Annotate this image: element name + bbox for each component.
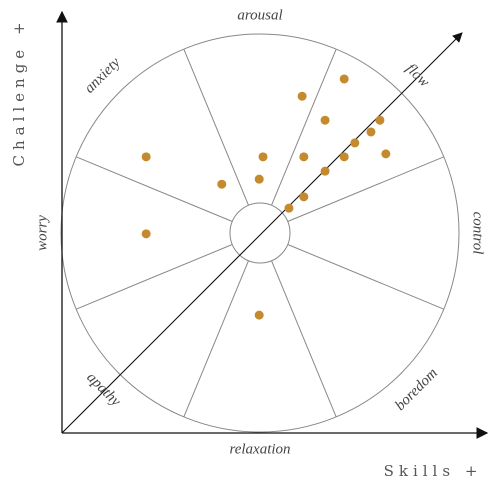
point xyxy=(217,179,227,189)
sector-label: apathy xyxy=(83,369,123,409)
sector-divider xyxy=(287,156,445,222)
inner-circle xyxy=(229,202,291,264)
sector-label: relaxation xyxy=(229,441,290,457)
sector-divider xyxy=(183,260,249,418)
sector-divider xyxy=(287,244,445,310)
sector-label: flow xyxy=(403,61,433,91)
x-axis-title: Skills + xyxy=(384,462,483,480)
point xyxy=(339,152,349,162)
point xyxy=(297,91,307,101)
point xyxy=(320,115,330,125)
point xyxy=(320,166,330,176)
point xyxy=(339,74,349,84)
sector-divider xyxy=(271,48,337,206)
point xyxy=(284,203,294,213)
point xyxy=(299,152,309,162)
sector-divider xyxy=(271,260,337,418)
point xyxy=(375,115,385,125)
point xyxy=(254,174,264,184)
sector-divider xyxy=(75,156,233,222)
point xyxy=(350,138,360,148)
point xyxy=(366,127,376,137)
sector-label: control xyxy=(470,212,486,255)
sector-label: arousal xyxy=(237,7,282,23)
sector-divider xyxy=(75,244,233,310)
outer-circle xyxy=(60,33,460,433)
point xyxy=(254,310,264,320)
sector-label: worry xyxy=(34,215,50,251)
point xyxy=(141,229,151,239)
flow-diagram xyxy=(60,33,460,433)
y-axis-title: Challenge + xyxy=(10,17,28,166)
diagonal xyxy=(61,32,463,434)
point xyxy=(141,152,151,162)
point xyxy=(258,152,268,162)
point xyxy=(299,192,309,202)
sector-label: boredom xyxy=(392,365,441,414)
sector-divider xyxy=(183,48,249,206)
sector-label: anxiety xyxy=(82,54,124,96)
point xyxy=(381,149,391,159)
